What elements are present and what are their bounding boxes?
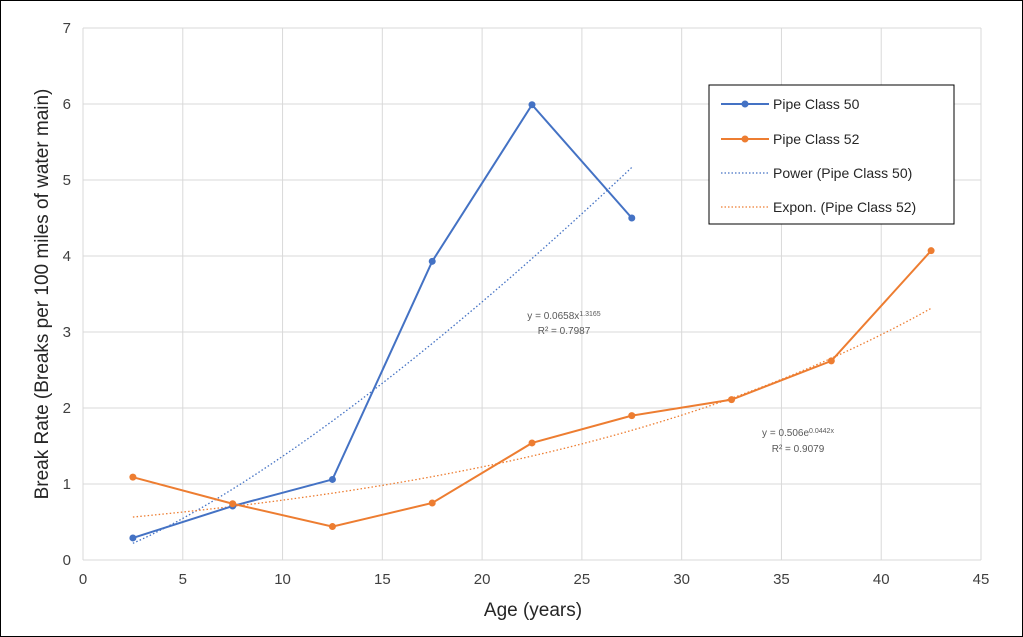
trendline-expon-class-52 <box>132 307 932 518</box>
x-axis-ticks: 0 5 10 15 20 25 30 35 40 45 <box>79 571 990 588</box>
x-tick-label-40: 40 <box>873 571 890 588</box>
trend-r2-class-52: R² = 0.9079 <box>772 444 825 455</box>
data-point-pipe-class-52-5 <box>628 412 636 420</box>
y-tick-label-1: 1 <box>63 476 71 493</box>
x-tick-label-35: 35 <box>773 571 790 588</box>
data-point-pipe-class-50-3 <box>428 257 436 265</box>
x-tick-label-0: 0 <box>79 571 87 588</box>
data-point-pipe-class-52-0 <box>129 473 137 481</box>
y-axis-ticks: 0 1 2 3 4 5 6 7 <box>63 20 71 569</box>
data-point-pipe-class-52-3 <box>428 499 436 507</box>
trendline-power-class-50 <box>132 166 633 544</box>
legend-label-pipe-class-52: Pipe Class 52 <box>773 131 860 147</box>
trend-equation-class-52: y = 0.506e0.0442x <box>762 428 834 440</box>
legend-label-expon-trend: Expon. (Pipe Class 52) <box>773 199 916 215</box>
legend-label-power-trend: Power (Pipe Class 50) <box>773 165 912 181</box>
trendlines <box>132 166 932 544</box>
data-point-pipe-class-52-7 <box>827 357 835 365</box>
data-point-pipe-class-50-0 <box>129 534 137 542</box>
trend-r2-class-50: R² = 0.7987 <box>538 326 591 337</box>
legend-item-pipe-class-52: Pipe Class 52 <box>721 131 860 147</box>
legend-item-expon-trend: Expon. (Pipe Class 52) <box>721 199 916 215</box>
y-tick-label-4: 4 <box>63 248 71 265</box>
legend-marker-pipe-class-50 <box>741 100 749 108</box>
y-axis-title: Break Rate (Breaks per 100 miles of wate… <box>32 89 53 500</box>
legend-item-power-trend: Power (Pipe Class 50) <box>721 165 912 181</box>
data-point-pipe-class-50-5 <box>628 214 636 222</box>
data-point-pipe-class-52-2 <box>328 523 336 531</box>
trend-equation-class-50: y = 0.0658x1.3165 <box>527 311 601 323</box>
data-point-pipe-class-52-4 <box>528 439 536 447</box>
x-tick-label-30: 30 <box>673 571 690 588</box>
data-point-pipe-class-52-6 <box>728 396 736 404</box>
y-tick-label-3: 3 <box>63 324 71 341</box>
legend-marker-pipe-class-52 <box>741 135 749 143</box>
x-tick-label-15: 15 <box>374 571 391 588</box>
x-tick-label-5: 5 <box>179 571 187 588</box>
x-axis-title: Age (years) <box>484 600 582 621</box>
y-tick-label-0: 0 <box>63 552 71 569</box>
y-tick-label-5: 5 <box>63 172 71 189</box>
y-tick-label-6: 6 <box>63 96 71 113</box>
data-point-pipe-class-52-1 <box>229 500 237 508</box>
legend-item-pipe-class-50: Pipe Class 50 <box>721 96 860 112</box>
series-line-pipe-class-52 <box>132 250 932 528</box>
data-point-pipe-class-50-2 <box>328 475 336 483</box>
x-tick-label-25: 25 <box>574 571 591 588</box>
legend-label-pipe-class-50: Pipe Class 50 <box>773 96 860 112</box>
x-tick-label-45: 45 <box>973 571 990 588</box>
legend: Pipe Class 50 Pipe Class 52 Power (Pipe … <box>708 84 955 225</box>
y-tick-label-7: 7 <box>63 20 71 37</box>
x-tick-label-10: 10 <box>274 571 291 588</box>
legend-box <box>708 84 955 225</box>
x-tick-label-20: 20 <box>474 571 491 588</box>
y-tick-label-2: 2 <box>63 400 71 417</box>
data-point-pipe-class-50-4 <box>528 101 536 109</box>
series-line-pipe-class-50 <box>132 103 633 539</box>
data-point-pipe-class-52-8 <box>927 247 935 255</box>
data-series <box>129 101 935 542</box>
